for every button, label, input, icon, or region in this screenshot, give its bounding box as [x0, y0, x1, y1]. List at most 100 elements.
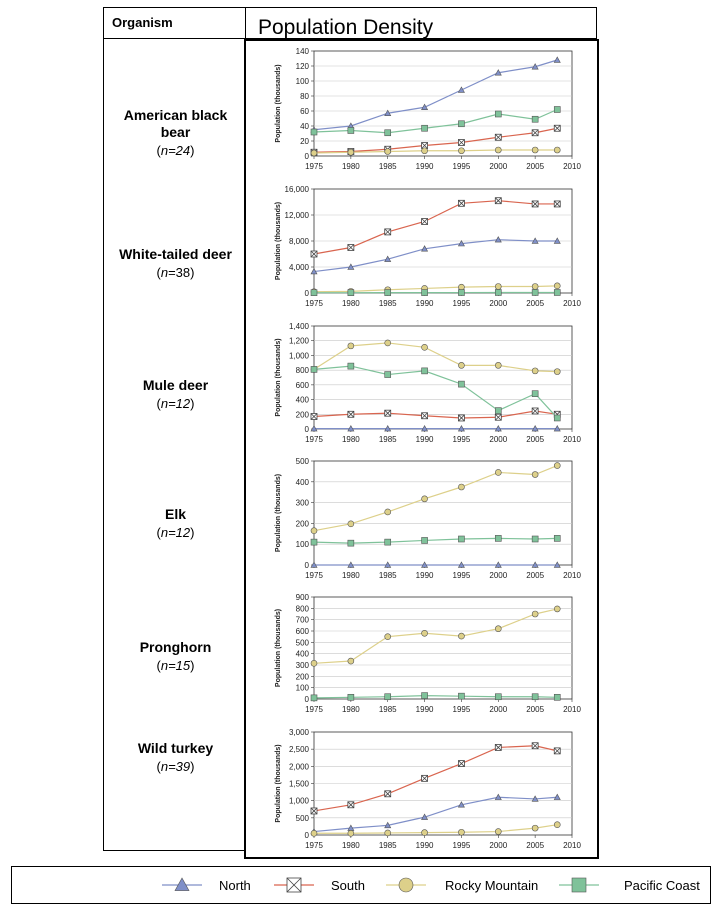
series-line-south: [313, 200, 558, 255]
data-point-pacific-coast: [421, 367, 428, 375]
x-tick-label: 2010: [563, 435, 581, 444]
data-point-rocky-mountain: [553, 146, 561, 154]
organism-header-label: Organism: [112, 15, 173, 30]
organism-n: (n=39): [156, 759, 195, 774]
chart-0: 0 20 40 60 80 100 120 140 1975 1980 1985 1990 1995 20…: [275, 47, 581, 171]
data-point-pacific-coast: [384, 693, 392, 701]
data-point-pacific-coast: [553, 693, 561, 701]
y-tick-label: 2,000: [289, 762, 310, 771]
y-tick-label: 0: [305, 289, 310, 298]
data-point-rocky-mountain: [384, 339, 392, 347]
data-point-north: [310, 267, 318, 275]
x-tick-label: 1975: [305, 299, 323, 308]
data-point-south: [458, 760, 465, 767]
y-tick-label: 100: [296, 540, 310, 549]
data-point-rocky-mountain: [310, 149, 318, 157]
data-point-pacific-coast: [458, 380, 465, 388]
x-tick-label: 2010: [563, 841, 581, 850]
data-point-north: [310, 425, 318, 432]
data-point-rocky-mountain: [553, 368, 561, 375]
data-point-pacific-coast: [384, 289, 392, 296]
y-tick-label: 500: [296, 814, 310, 823]
x-tick-label: 2005: [526, 435, 544, 444]
data-point-rocky-mountain: [553, 821, 561, 829]
data-point-rocky-mountain: [458, 483, 465, 491]
y-tick-label: 400: [296, 396, 310, 405]
legend-label: South: [331, 878, 365, 893]
x-tick-label: 1985: [379, 299, 397, 308]
data-point-pacific-coast: [531, 115, 539, 123]
organism-n: (n=15): [156, 658, 195, 673]
organism-name: Pronghorn: [139, 639, 212, 655]
x-tick-label: 1990: [416, 162, 434, 171]
chart-3: 0 100 200 300 400 500 1975 1980 1985 1990 1995 2000…: [275, 457, 581, 580]
y-tick-label: 1,000: [289, 797, 310, 806]
charts-panel: 0 20 40 60 80 100 120 140 1975 1980 1985 1990 1995 20…: [275, 47, 581, 850]
y-tick-label: 900: [296, 593, 310, 602]
data-point-rocky-mountain: [458, 147, 465, 155]
data-point-rocky-mountain: [494, 625, 502, 633]
data-point-rocky-mountain: [384, 829, 392, 837]
x-tick-label: 2000: [489, 162, 507, 171]
data-point-pacific-coast: [310, 128, 318, 136]
data-point-pacific-coast: [553, 535, 561, 542]
y-tick-label: 120: [296, 62, 310, 71]
x-tick-label: 1990: [416, 571, 434, 580]
organism-name: American black bear: [123, 107, 228, 140]
legend-item-pacific-coast: Pacific Coast: [559, 877, 700, 893]
y-tick-label: 100: [296, 684, 310, 693]
x-tick-label: 1985: [379, 162, 397, 171]
data-point-pacific-coast: [458, 120, 465, 128]
x-tick-label: 1990: [416, 435, 434, 444]
y-tick-label: 500: [296, 638, 310, 647]
data-point-pacific-coast: [347, 362, 355, 370]
data-point-south: [310, 250, 318, 258]
y-tick-label: 0: [305, 425, 310, 434]
title-header: Population Density: [246, 7, 597, 39]
data-point-south: [494, 744, 502, 751]
data-point-south: [458, 414, 465, 422]
series-line-pacific-coast: [313, 694, 558, 699]
data-point-south: [531, 742, 539, 750]
data-point-north: [553, 237, 561, 244]
y-axis-label: Population (thousands): [275, 64, 282, 142]
y-axis-label: Population (thousands): [275, 744, 282, 822]
organism-name: Wild turkey: [137, 740, 214, 756]
y-tick-label: 600: [296, 627, 310, 636]
data-point-north: [384, 255, 392, 262]
data-point-north: [347, 425, 355, 432]
data-point-rocky-mountain: [531, 146, 539, 154]
data-point-rocky-mountain: [553, 282, 561, 290]
series-line-north: [313, 239, 558, 273]
data-point-pacific-coast: [310, 366, 318, 373]
data-point-south: [421, 218, 428, 225]
y-tick-label: 200: [296, 672, 310, 681]
plot-area: [313, 460, 573, 566]
data-point-north: [494, 793, 502, 800]
data-point-north: [384, 425, 392, 432]
x-tick-label: 1975: [305, 841, 323, 850]
x-tick-label: 2010: [563, 571, 581, 580]
data-point-south: [531, 129, 539, 137]
data-point-rocky-mountain: [347, 520, 355, 528]
data-point-pacific-coast: [553, 414, 561, 422]
y-tick-label: 40: [300, 122, 309, 131]
data-point-north: [457, 801, 465, 808]
data-point-rocky-mountain: [494, 828, 502, 835]
data-point-north: [494, 236, 502, 243]
data-point-rocky-mountain: [531, 471, 539, 478]
organism-n-value: =15: [168, 658, 191, 673]
y-tick-label: 1,400: [289, 322, 310, 331]
data-point-north: [531, 561, 539, 568]
data-point-south: [310, 413, 318, 420]
data-point-pacific-coast: [458, 535, 465, 543]
y-tick-label: 60: [300, 107, 309, 116]
data-point-pacific-coast: [421, 692, 428, 699]
data-point-north: [494, 561, 502, 568]
organism-header: Organism: [103, 7, 246, 39]
x-tick-label: 2000: [489, 571, 507, 580]
x-tick-label: 1995: [453, 299, 471, 308]
page-title: Population Density: [258, 16, 434, 39]
data-point-south: [458, 139, 465, 146]
data-point-north: [421, 245, 429, 252]
